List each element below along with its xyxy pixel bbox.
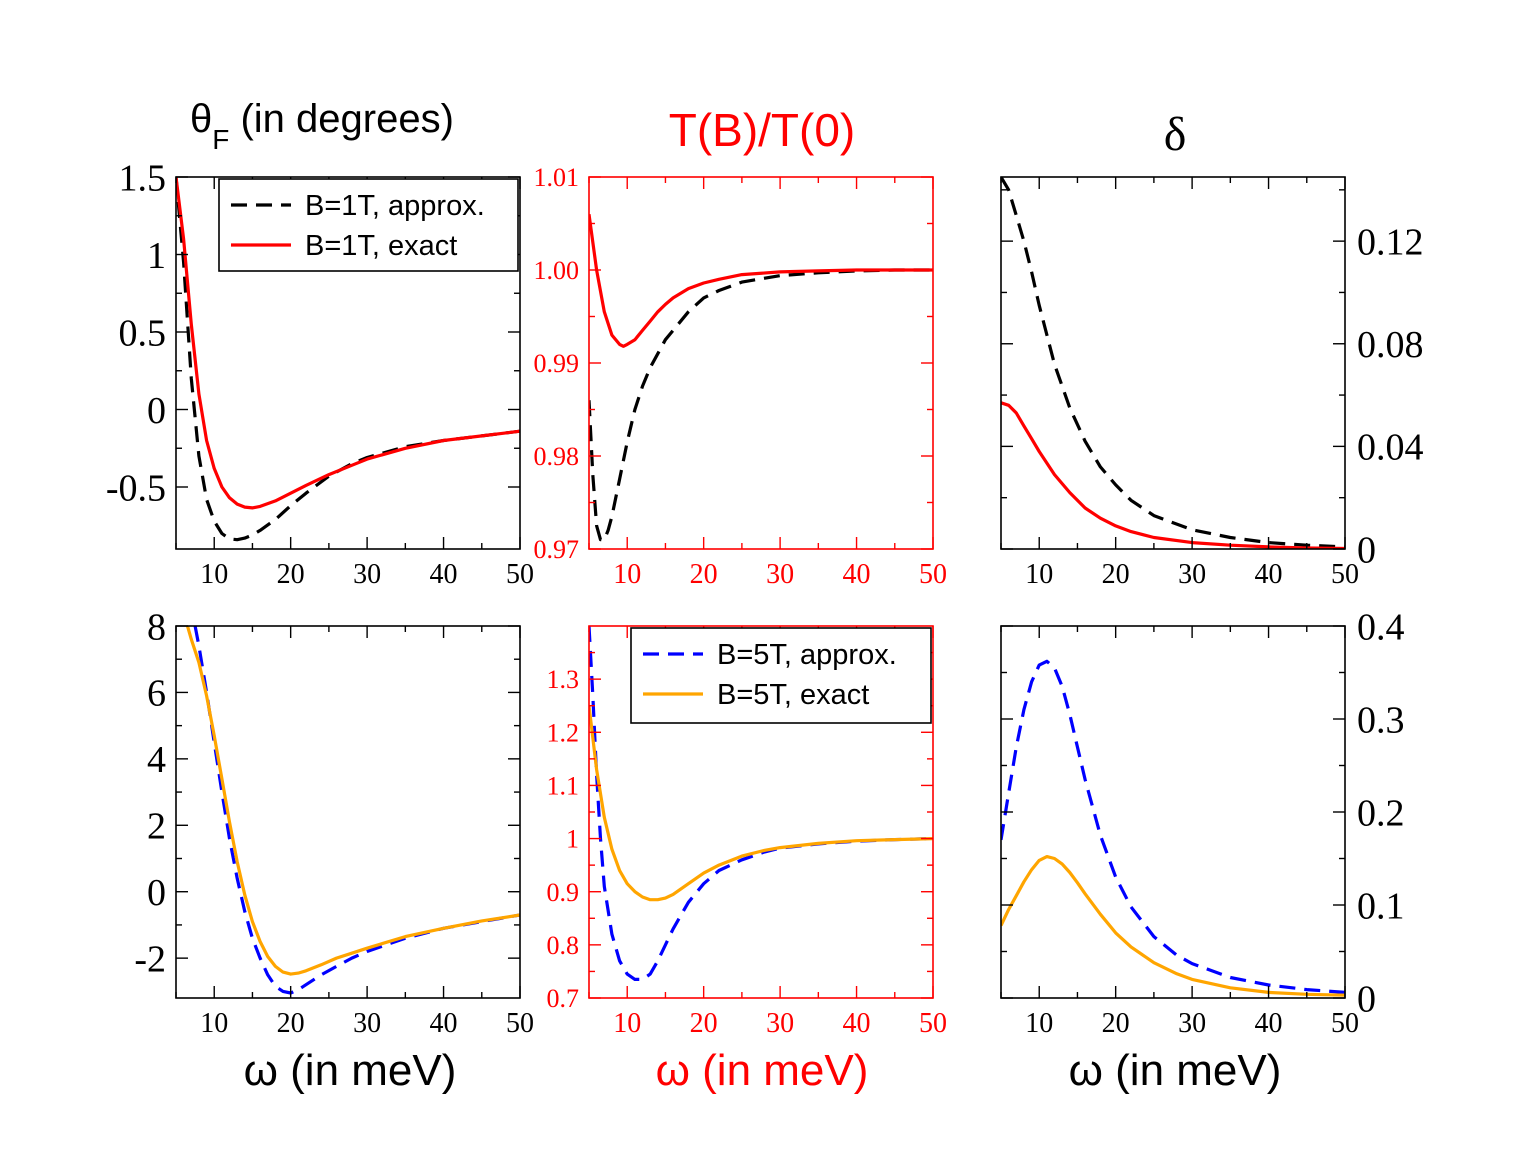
y-tick-label: 0.9 [547,878,580,907]
legend-label: B=5T, approx. [717,639,897,671]
x-tick-label: 40 [1255,559,1283,590]
x-tick-label: 30 [766,559,794,590]
y-tick-label: 0.1 [1357,885,1405,927]
y-tick-label: 1.5 [119,157,167,199]
y-tick-label: 0 [147,872,166,914]
plot-frame [175,176,521,550]
x-tick-label: 40 [843,559,871,590]
panel-transmission-1t: 10 20 30 40 50 0.97 0.98 0.99 1.00 1.01 [534,163,948,590]
y-tick-label: 0.08 [1357,324,1424,366]
y-tick-label: 0.3 [1357,699,1405,741]
y-tick-label: 6 [147,673,166,715]
y-tick-label: 0.7 [547,984,580,1013]
x-tick-label: 20 [277,559,305,590]
x-tick-label: 30 [1178,1008,1206,1039]
x-tick-label: 10 [1025,559,1053,590]
y-tick-label: 0.98 [534,442,580,471]
x-tick-label: 20 [690,1008,718,1039]
x-tick-label: 50 [919,559,947,590]
series-p23-approx-line [1001,659,1345,994]
legend-label: B=1T, approx. [305,190,485,222]
x-tick-label: 10 [613,1008,641,1039]
x-tick-label: 40 [430,559,458,590]
series-p21-approx-line [193,626,520,995]
x-tick-label: 10 [1025,1008,1053,1039]
y-tick-label: 0.12 [1357,221,1424,263]
y-tick-label: 4 [147,739,166,781]
y-tick-label: 0.04 [1357,427,1424,469]
xlabel-middle: ω (in meV) [656,1046,869,1095]
title-delta: δ [1164,108,1187,161]
x-tick-label: 10 [200,1008,228,1039]
x-tick-label: 20 [1102,559,1130,590]
y-tick-label: 0.5 [119,312,167,354]
series-p13-approx-line [1001,177,1345,549]
y-tick-label: 0 [147,390,166,432]
y-tick-label: 1.3 [547,665,580,694]
y-tick-label: 8 [147,606,166,648]
title-transmission: T(B)/T(0) [669,104,856,156]
x-tick-label: 10 [200,559,228,590]
x-tick-label: 30 [353,1008,381,1039]
y-tick-label: 1.00 [534,256,580,285]
series-p12-approx-line [589,268,933,542]
y-tick-label: 0.99 [534,349,580,378]
y-tick-label: 0.4 [1357,606,1405,648]
x-tick-label: 30 [1178,559,1206,590]
series-p12-exact-line [589,213,933,348]
y-tick-label: 1 [147,235,166,277]
panel-theta-1t: 10 20 30 40 50-0.500.511.5B=1T, approx.B=1T,… [106,157,534,590]
series-p23-exact-line [1001,854,1345,997]
legend-label: B=1T, exact [305,230,457,262]
x-tick-label: 30 [766,1008,794,1039]
x-tick-label: 20 [277,1008,305,1039]
legend: B=1T, approx. B=1T, exact [218,178,519,272]
y-tick-label: 0.8 [547,931,580,960]
x-tick-label: 20 [1102,1008,1130,1039]
xlabel-left: ω (in meV) [244,1046,457,1095]
x-tick-label: 50 [1331,1008,1359,1039]
legend-label: B=5T, exact [717,679,869,711]
plot-frame [1000,176,1346,550]
x-tick-label: 30 [353,559,381,590]
y-tick-label: 0 [1357,978,1376,1020]
y-tick-label: 2 [147,806,166,848]
x-tick-label: 40 [843,1008,871,1039]
y-tick-label: 1.2 [547,718,580,747]
series-p13-exact-line [1001,401,1345,549]
x-tick-label: 10 [613,559,641,590]
series-p11-exact-line [176,177,520,510]
panel-theta-5t: 10 20 30 40 50 -2 0 2 4 6 8 [134,606,534,1039]
legend: B=5T, approx. B=5T, exact [630,627,932,724]
series-p22-exact-line [589,705,933,902]
x-tick-label: 50 [506,1008,534,1039]
panel-delta-1t: 10 20 30 40 500 0.04 0.08 0.12 [1000,176,1424,590]
x-tick-label: 50 [506,559,534,590]
y-tick-label: 0 [1357,529,1376,571]
y-tick-label: 0.97 [534,535,580,564]
x-tick-label: 50 [1331,559,1359,590]
plot-frame [175,625,521,999]
title-theta: θF (in degrees) [190,97,454,155]
panel-transmission-5t: 10 20 30 40 50 0.7 0.8 0.9 1 1.1 1.2 1.3 B=5T, appro… [547,625,947,1039]
x-tick-label: 40 [1255,1008,1283,1039]
panel-delta-5t: 10 20 30 40 500 0.1 0.2 0.3 0.4 [1000,606,1405,1039]
y-tick-label: 1 [566,825,579,854]
y-tick-label: 0.2 [1357,792,1405,834]
xlabel-right: ω (in meV) [1069,1046,1282,1095]
y-tick-label: -2 [134,938,166,980]
x-tick-label: 50 [919,1008,947,1039]
x-tick-label: 40 [430,1008,458,1039]
y-tick-label: 1.01 [534,163,580,192]
x-tick-label: 20 [690,559,718,590]
series-p21-exact-line [185,626,520,976]
y-tick-label: 1.1 [547,772,580,801]
y-tick-label: -0.5 [106,467,166,509]
